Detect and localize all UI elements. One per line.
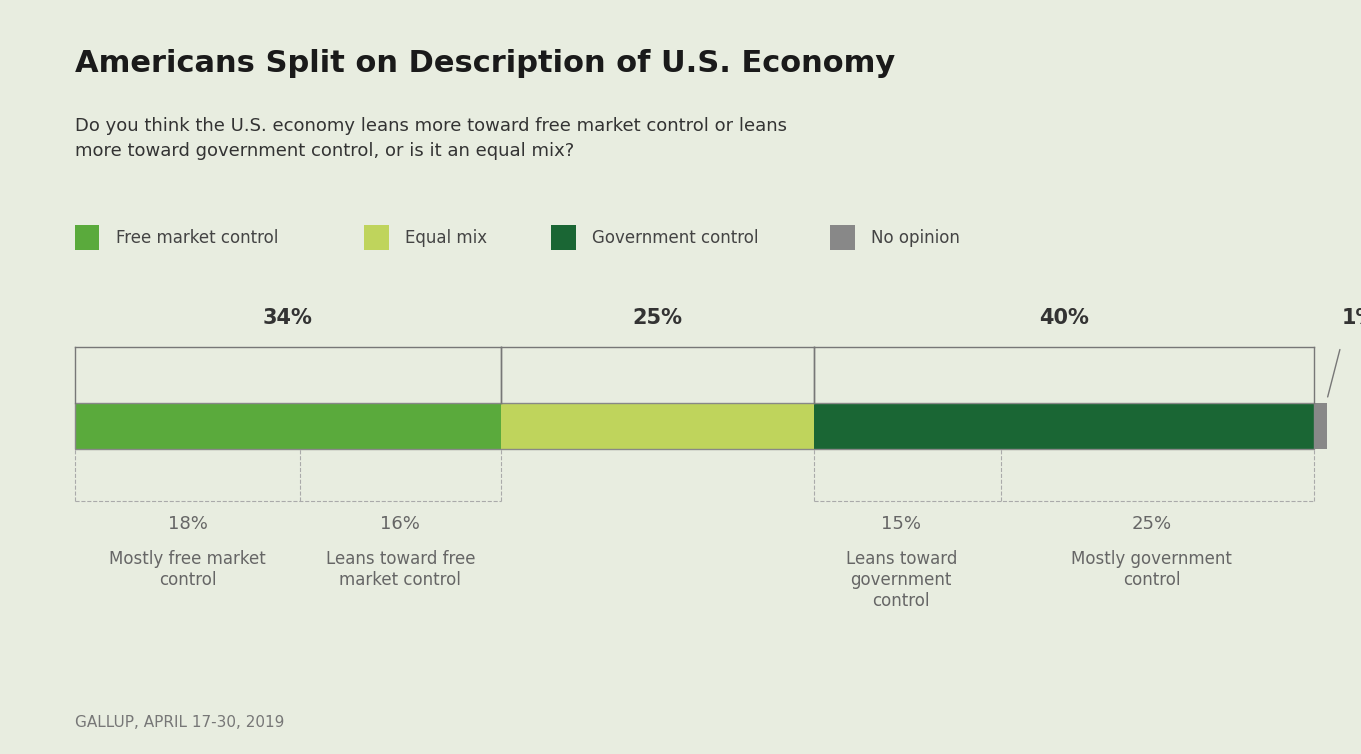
Text: Americans Split on Description of U.S. Economy: Americans Split on Description of U.S. E… (75, 49, 896, 78)
Text: 40%: 40% (1038, 308, 1089, 328)
Text: Mostly free market
control: Mostly free market control (109, 550, 265, 589)
Text: 34%: 34% (263, 308, 313, 328)
Bar (75, 403, 301, 449)
Text: Equal mix: Equal mix (406, 228, 487, 247)
Bar (501, 403, 814, 449)
Bar (814, 403, 1002, 449)
Text: 1%: 1% (1342, 308, 1361, 328)
Text: Do you think the U.S. economy leans more toward free market control or leans
mor: Do you think the U.S. economy leans more… (75, 117, 787, 160)
Bar (75, 225, 99, 250)
Text: Government control: Government control (592, 228, 758, 247)
Bar (1315, 403, 1327, 449)
Bar (830, 225, 855, 250)
Text: 15%: 15% (882, 515, 921, 533)
Bar (1002, 403, 1315, 449)
Text: 16%: 16% (381, 515, 421, 533)
Bar (301, 403, 501, 449)
Text: 18%: 18% (167, 515, 207, 533)
Bar (363, 225, 389, 250)
Text: Leans toward free
market control: Leans toward free market control (325, 550, 475, 589)
Text: Mostly government
control: Mostly government control (1071, 550, 1232, 589)
Text: No opinion: No opinion (871, 228, 960, 247)
Text: 25%: 25% (1131, 515, 1172, 533)
Bar (551, 225, 576, 250)
Text: Free market control: Free market control (116, 228, 278, 247)
Text: Leans toward
government
control: Leans toward government control (845, 550, 957, 610)
Text: 25%: 25% (632, 308, 682, 328)
Text: GALLUP, APRIL 17-30, 2019: GALLUP, APRIL 17-30, 2019 (75, 715, 284, 730)
Bar (75, 403, 1315, 449)
